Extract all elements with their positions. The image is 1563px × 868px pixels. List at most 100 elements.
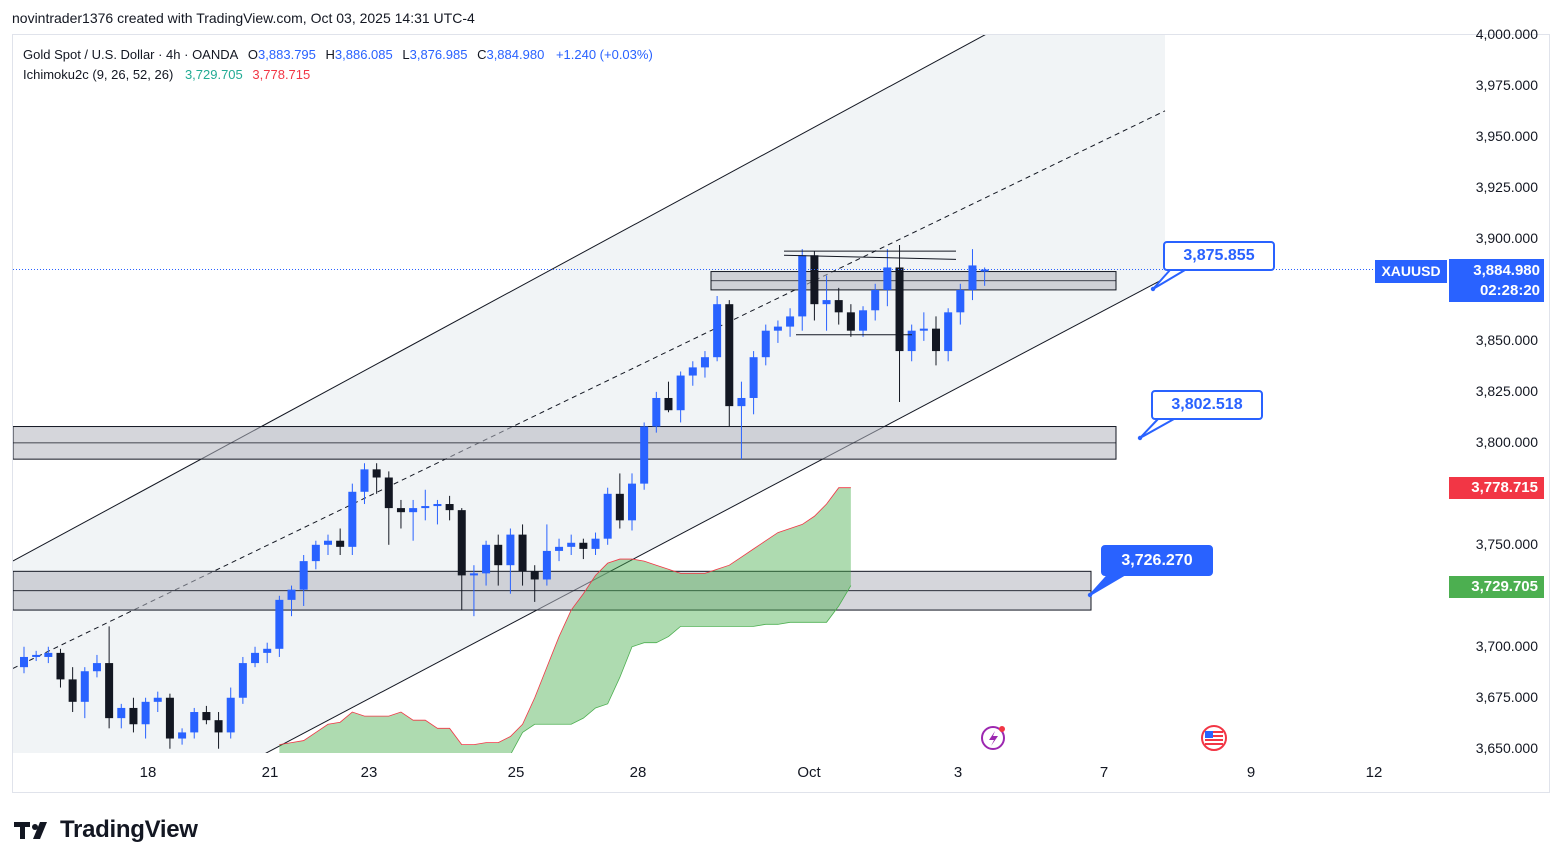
- candle: [822, 275, 831, 331]
- close-label: C: [477, 47, 487, 62]
- candle: [567, 534, 576, 555]
- candle-body: [518, 534, 527, 572]
- candle-body: [980, 269, 989, 272]
- candle: [725, 300, 734, 427]
- candle: [20, 646, 28, 674]
- candle: [214, 712, 223, 749]
- level-callout-middle[interactable]: 3,802.518: [1151, 390, 1263, 420]
- candle: [871, 283, 880, 321]
- channel-mid-line: [13, 110, 1166, 669]
- candle-body: [506, 534, 515, 566]
- candle: [92, 654, 101, 678]
- candle-body: [68, 679, 77, 702]
- candle: [445, 495, 454, 521]
- candle: [773, 320, 782, 343]
- candle-body: [433, 504, 442, 507]
- candle-body: [226, 697, 235, 733]
- candle: [263, 642, 272, 664]
- news-event-icon[interactable]: [981, 726, 1005, 750]
- chart-legend: Gold Spot / U.S. Dollar · 4h · OANDA O3,…: [23, 45, 655, 85]
- candle: [202, 705, 211, 725]
- tradingview-logo[interactable]: TradingView: [14, 816, 198, 844]
- candle: [311, 540, 320, 570]
- tradingview-wordmark: TradingView: [60, 816, 198, 843]
- candle: [153, 691, 162, 713]
- candle: [129, 697, 138, 733]
- candle: [238, 656, 247, 704]
- callout-anchor-middle: [1137, 435, 1143, 441]
- high-label: H: [325, 47, 335, 62]
- candle-body: [640, 426, 649, 484]
- candle-body: [603, 493, 612, 539]
- level-callout-upper[interactable]: 3,875.855: [1163, 241, 1275, 271]
- candle-body: [311, 544, 320, 562]
- time-tick-label: 18: [139, 764, 157, 781]
- candle: [555, 538, 564, 562]
- candle: [919, 312, 928, 341]
- candle: [628, 473, 636, 531]
- candle-body: [409, 508, 418, 513]
- candle: [664, 381, 673, 413]
- candle-body: [688, 367, 697, 376]
- high-value: 3,886.085: [334, 47, 393, 62]
- chart-frame[interactable]: [12, 34, 1550, 793]
- indicator-legend-row[interactable]: Ichimoku2c (9, 26, 52, 26) 3,729.705 3,7…: [23, 65, 655, 85]
- open-value: 3,883.795: [258, 47, 316, 62]
- candle-body: [859, 310, 868, 331]
- candle: [105, 626, 114, 729]
- candle-body: [384, 477, 393, 509]
- price-tick-label: 3,900.000: [1475, 229, 1538, 246]
- candle: [798, 249, 807, 331]
- candle-body: [591, 538, 600, 549]
- time-tick-label: 21: [261, 764, 279, 781]
- candle-body: [129, 707, 138, 725]
- candle-body: [153, 697, 162, 702]
- candle-body: [360, 469, 369, 492]
- candle: [396, 499, 405, 529]
- candle-body: [773, 326, 782, 331]
- candle-body: [445, 504, 454, 511]
- candle-body: [919, 328, 928, 331]
- candle-body: [664, 397, 673, 411]
- candle: [469, 565, 478, 617]
- candle-body: [810, 255, 819, 305]
- symbol-description: Gold Spot / U.S. Dollar · 4h · OANDA: [23, 47, 239, 62]
- candle-body: [968, 265, 977, 290]
- us-flag-event-icon[interactable]: [1201, 725, 1227, 751]
- channel-lower-line: [265, 277, 1166, 753]
- candle: [810, 251, 819, 321]
- candle: [226, 687, 235, 739]
- candle: [190, 707, 199, 739]
- candle: [603, 487, 612, 545]
- open-label: O: [247, 47, 259, 62]
- candle-body: [141, 701, 150, 725]
- candle: [542, 524, 551, 586]
- candle-body: [725, 304, 734, 407]
- price-tick-label: 3,975.000: [1475, 76, 1538, 93]
- callout-pointer-lower: [1089, 574, 1128, 596]
- candle-body: [895, 267, 904, 352]
- level-callout-lower[interactable]: 3,726.270: [1101, 545, 1213, 576]
- price-tick-label: 3,675.000: [1475, 688, 1538, 705]
- ohlc-legend-row: Gold Spot / U.S. Dollar · 4h · OANDA O3,…: [23, 45, 655, 65]
- candle: [749, 351, 758, 415]
- symbol-tag: XAUUSD: [1375, 260, 1447, 283]
- candle-body: [44, 652, 53, 657]
- candle: [80, 667, 89, 719]
- candle: [360, 463, 369, 505]
- candle-body: [372, 469, 381, 478]
- bar-countdown: 02:28:20: [1479, 282, 1540, 299]
- candle: [56, 648, 65, 688]
- callout-anchor-lower: [1087, 592, 1093, 598]
- candle: [615, 473, 624, 529]
- candle-body: [105, 663, 114, 719]
- candle-body: [761, 330, 770, 358]
- candle: [944, 308, 953, 362]
- candle: [299, 555, 308, 606]
- candle: [956, 283, 965, 325]
- candle-body: [275, 599, 284, 649]
- candle: [932, 316, 940, 366]
- candle-body: [822, 300, 831, 305]
- chart-attribution: novintrader1376 created with TradingView…: [12, 10, 475, 26]
